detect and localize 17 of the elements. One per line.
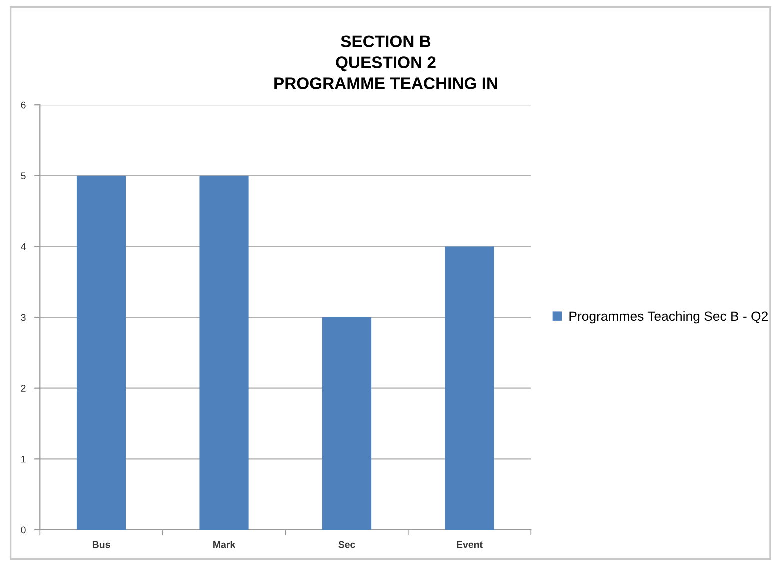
legend-label: Programmes Teaching Sec B - Q2 bbox=[570, 311, 768, 324]
y-tick-label: 4 bbox=[21, 244, 26, 250]
x-tick-label: Sec bbox=[338, 541, 356, 548]
y-tick-label: 0 bbox=[21, 526, 26, 534]
y-tick-label: 1 bbox=[22, 456, 26, 463]
y-tick-label: 3 bbox=[21, 314, 26, 322]
y-tick-label: 5 bbox=[21, 172, 26, 180]
x-tick-label: Bus bbox=[92, 541, 110, 548]
x-tick-label: Event bbox=[457, 541, 483, 548]
y-tick-label: 2 bbox=[21, 385, 26, 392]
chart-title: SECTION B QUESTION 2 PROGRAMME TEACHING IN bbox=[274, 36, 498, 90]
bar bbox=[200, 176, 249, 530]
bar bbox=[76, 176, 126, 530]
y-tick-label: 6 bbox=[21, 102, 26, 109]
bar bbox=[445, 246, 494, 530]
x-tick-label: Mark bbox=[214, 541, 236, 548]
bar bbox=[322, 318, 372, 530]
